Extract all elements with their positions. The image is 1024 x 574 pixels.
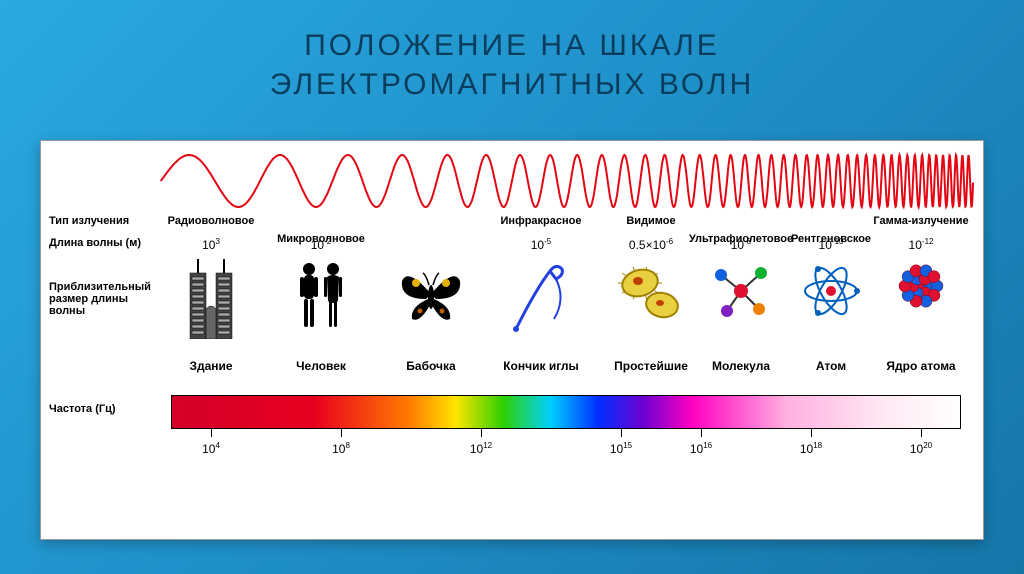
object-name-label: Простейшие [614,359,688,373]
title-line-2: ЭЛЕКТРОМАГНИТНЫХ ВОЛН [0,65,1024,104]
spectrum-diagram: Тип излучения Длина волны (м) Приблизите… [40,140,984,540]
page-title: ПОЛОЖЕНИЕ НА ШКАЛЕ ЭЛЕКТРОМАГНИТНЫХ ВОЛН [0,0,1024,104]
frequency-value: 1015 [610,441,632,456]
frequency-value: 1020 [910,441,932,456]
wavelength-value: 10-12 [909,237,934,252]
size-icon-protozoa [616,259,686,329]
frequency-tick [811,429,812,437]
size-icon-atom [799,259,863,323]
size-icon-row [41,259,983,355]
size-icon-building [182,259,240,339]
frequency-value: 1018 [800,441,822,456]
radiation-type-label: Радиоволновое [168,215,255,227]
size-icon-molecule [709,259,773,323]
wavelength-row: 103 10-2 10-5 0.5×10-6 10-8 10-10 10-12 [41,237,983,255]
frequency-tick [211,429,212,437]
frequency-value: 1016 [690,441,712,456]
frequency-tick [481,429,482,437]
frequency-tick [921,429,922,437]
object-name-label: Бабочка [406,359,455,373]
size-icon-nucleus [894,259,948,313]
frequency-row: 104 108 1012 1015 1016 1018 1020 [41,441,983,461]
radiation-type-label: Инфракрасное [501,215,582,227]
radiation-type-label: Видимое [626,215,675,227]
wavelength-value: 10-8 [731,237,751,252]
size-icon-needle [506,259,576,339]
object-name-label: Человек [296,359,346,373]
wave-curve [41,149,983,213]
object-name-label: Кончик иглы [503,359,579,373]
object-name-row: Здание Человек Бабочка Кончик иглы Простейши… [41,359,983,377]
frequency-tick [621,429,622,437]
object-name-label: Атом [816,359,846,373]
frequency-value: 108 [332,441,350,456]
frequency-spectrum-bar [171,395,961,429]
frequency-tick [341,429,342,437]
label-frequency: Частота (Гц) [49,403,116,415]
object-name-label: Молекула [712,359,770,373]
size-icon-butterfly [396,259,466,329]
radiation-type-label: Гамма-излучение [873,215,968,227]
frequency-value: 104 [202,441,220,456]
radiation-type-row: РадиоволновоеМикроволновоеИнфракрасноеВи… [41,215,983,233]
object-name-label: Здание [189,359,232,373]
title-line-1: ПОЛОЖЕНИЕ НА ШКАЛЕ [0,26,1024,65]
wavelength-value: 10-10 [819,237,844,252]
wavelength-value: 0.5×10-6 [629,237,673,252]
size-icon-human [292,259,350,339]
wavelength-value: 103 [202,237,220,252]
object-name-label: Ядро атома [886,359,955,373]
frequency-tick [701,429,702,437]
wavelength-value: 10-5 [531,237,551,252]
frequency-value: 1012 [470,441,492,456]
wavelength-value: 10-2 [311,237,331,252]
